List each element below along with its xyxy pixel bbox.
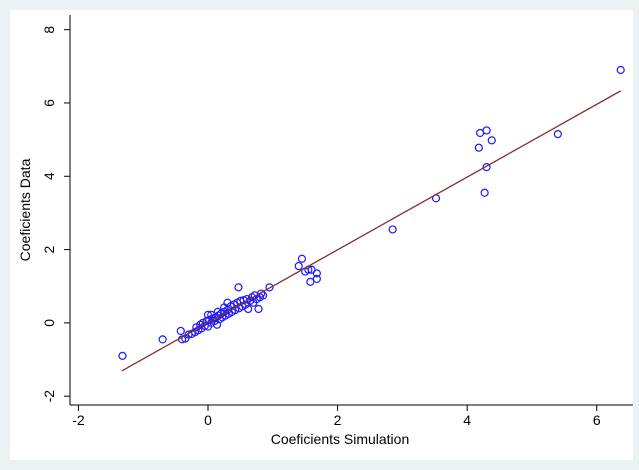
point [213,307,222,316]
y-tick-label: 8 [41,26,57,34]
y-tick-label: 6 [41,99,57,107]
y-axis-title: Coeficients Data [17,158,33,261]
y-tick-label: 4 [41,172,57,180]
point [480,188,489,197]
point [207,310,216,319]
point [474,143,483,152]
point [118,351,127,360]
point [482,126,491,135]
y-tick-label: 0 [41,319,57,327]
point [294,261,303,271]
point [176,326,185,336]
point [244,304,253,314]
point [234,283,243,292]
plot-background [10,10,633,460]
x-tick-label: 4 [463,412,471,428]
point [482,163,491,172]
x-tick-label: 6 [593,412,601,428]
point [254,304,263,314]
point [487,136,496,145]
y-tick-label: 2 [41,245,57,253]
point [220,303,229,312]
point [297,254,307,263]
point [312,269,321,278]
point [553,130,562,139]
x-tick-label: 2 [334,412,342,428]
point [388,225,397,234]
point [312,274,321,284]
fit-line [121,90,622,372]
point [265,283,274,292]
point [616,65,625,75]
x-axis-title: Coeficients Simulation [271,431,410,447]
y-tick-label: -2 [41,390,57,403]
x-tick-label: -2 [72,412,85,428]
x-tick-label: 0 [204,412,212,428]
point [306,277,315,286]
point [257,289,266,298]
point [158,335,167,344]
